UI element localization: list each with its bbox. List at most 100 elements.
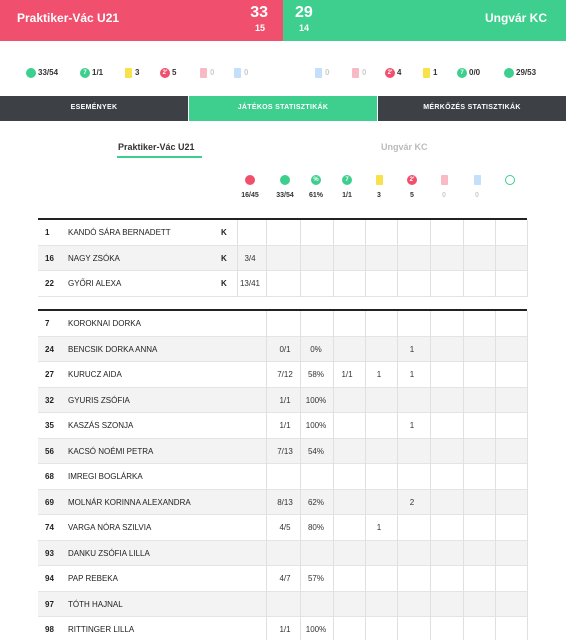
column-divider <box>333 464 334 490</box>
team-tab-underline <box>117 156 202 158</box>
player-role: K <box>221 279 227 288</box>
column-divider <box>266 489 267 515</box>
icon-two: 2' <box>160 68 170 78</box>
column-divider <box>397 464 398 490</box>
stat-cell: 13/41 <box>239 279 261 288</box>
column-divider <box>397 271 398 297</box>
player-role: K <box>221 228 227 237</box>
stat-cell: 4/5 <box>279 523 291 532</box>
column-divider <box>463 387 464 413</box>
column-divider <box>266 617 267 640</box>
stat-cell: 0% <box>310 344 322 354</box>
column-divider <box>463 438 464 464</box>
column-divider <box>333 311 334 337</box>
stat-cell: 100% <box>305 421 327 430</box>
column-divider <box>365 220 366 246</box>
total-value: 16/45 <box>241 192 259 199</box>
column-divider <box>430 489 431 515</box>
stat-cell: 1 <box>409 344 415 354</box>
column-divider <box>397 515 398 541</box>
table-row <box>38 515 527 541</box>
icon-ball <box>504 68 514 78</box>
column-divider <box>495 271 496 297</box>
column-divider <box>266 515 267 541</box>
stat-cell: 1 <box>409 421 415 430</box>
column-divider <box>430 413 431 439</box>
tab[interactable] <box>0 96 188 121</box>
column-divider <box>397 336 398 362</box>
player-name: TÓTH HAJNAL <box>68 599 123 609</box>
summary-value: 0 <box>325 68 330 77</box>
column-divider <box>365 311 366 337</box>
column-divider <box>527 311 528 337</box>
table-row <box>38 438 527 464</box>
column-divider <box>430 362 431 388</box>
icon-seven: 7 <box>342 175 352 185</box>
stat-cell: 3/4 <box>244 253 256 263</box>
column-divider <box>463 336 464 362</box>
column-divider <box>333 220 334 246</box>
player-name: PAP REBEKA <box>68 574 118 583</box>
column-divider <box>300 438 301 464</box>
column-divider <box>430 311 431 337</box>
player-name: BENCSIK DORKA ANNA <box>68 344 158 354</box>
player-name: NAGY ZSÓKA <box>68 253 120 263</box>
column-divider <box>397 540 398 566</box>
column-divider <box>430 540 431 566</box>
icon-red <box>351 68 359 78</box>
column-divider <box>495 336 496 362</box>
column-divider <box>300 464 301 490</box>
column-divider <box>365 540 366 566</box>
player-number: 1 <box>45 228 50 237</box>
tab[interactable] <box>189 96 377 121</box>
player-number: 22 <box>45 279 54 288</box>
stat-cell: 57% <box>307 574 324 583</box>
icon-rball <box>245 175 255 185</box>
total-value: 33/54 <box>276 192 294 199</box>
column-divider <box>397 362 398 388</box>
summary-value: 0 <box>244 68 249 77</box>
icon-seven: 7 <box>80 68 90 78</box>
column-divider <box>333 591 334 617</box>
home-bar <box>0 0 283 41</box>
column-divider <box>495 413 496 439</box>
icon-red <box>440 175 448 185</box>
tab[interactable] <box>378 96 566 121</box>
icon-yellow <box>375 175 383 185</box>
column-divider <box>300 489 301 515</box>
player-number: 35 <box>45 421 54 430</box>
tab-label: ESEMÉNYEK <box>70 104 118 111</box>
column-divider <box>463 362 464 388</box>
player-name: DANKU ZSÓFIA LILLA <box>68 548 150 558</box>
column-divider <box>266 245 267 271</box>
player-number: 68 <box>45 472 54 481</box>
player-name: KANDÓ SÁRA BERNADETT <box>68 228 171 237</box>
column-divider <box>527 489 528 515</box>
column-divider <box>266 387 267 413</box>
column-divider <box>397 220 398 246</box>
player-number: 56 <box>45 446 54 456</box>
column-divider <box>463 617 464 640</box>
icon-two: 2' <box>385 68 395 78</box>
column-divider <box>266 464 267 490</box>
column-divider <box>527 413 528 439</box>
player-number: 74 <box>45 523 54 532</box>
team-tab[interactable]: Ungvár KC <box>381 142 428 152</box>
column-divider <box>333 515 334 541</box>
table-row <box>38 413 527 439</box>
column-divider <box>463 489 464 515</box>
player-number: 97 <box>45 599 54 609</box>
team-tab[interactable]: Praktiker-Vác U21 <box>118 142 195 152</box>
stat-cell: 1 <box>409 370 415 379</box>
player-number: 24 <box>45 344 54 354</box>
icon-seven: 7 <box>457 68 467 78</box>
table-top-border <box>38 309 527 311</box>
column-divider <box>430 515 431 541</box>
table-top-border <box>38 218 527 220</box>
column-divider <box>300 362 301 388</box>
column-divider <box>266 362 267 388</box>
column-divider <box>365 489 366 515</box>
column-divider <box>430 438 431 464</box>
column-divider <box>495 591 496 617</box>
column-divider <box>266 591 267 617</box>
